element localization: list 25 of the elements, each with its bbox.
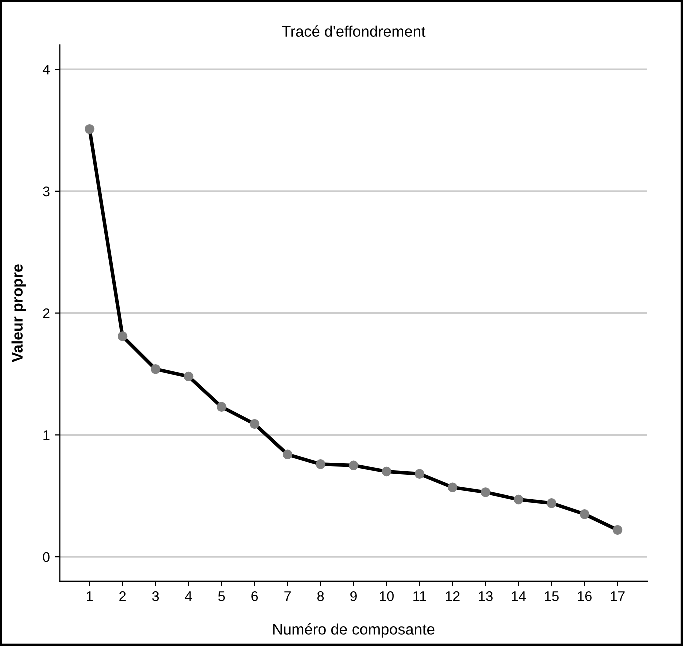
y-tick-label: 1 [44,430,50,440]
x-tick-label: 9 [350,591,357,602]
x-tick-label: 2 [120,591,126,602]
x-tick-label: 11 [414,592,426,602]
y-axis-title: Valeur propre [12,264,26,362]
x-tick-label: 3 [152,591,160,602]
x-tick-label: 5 [218,592,226,602]
y-tick-label: 0 [43,552,50,562]
x-tick-label: 13 [479,591,493,602]
chart-title: Tracé d'effondrement [282,26,426,38]
x-tick-label: 6 [252,591,258,602]
x-tick-label: 16 [578,591,592,602]
x-tick-label: 14 [512,592,526,602]
x-tick-label: 15 [545,592,559,602]
x-tick-label: 1 [87,592,93,602]
y-tick-label: 4 [42,65,50,75]
x-tick-label: 12 [446,591,460,602]
x-tick-label: 10 [380,591,394,602]
x-tick-label: 7 [284,592,291,602]
x-tick-label: 8 [318,591,324,602]
y-tick-label: 3 [43,186,50,197]
y-tick-label: 2 [43,308,50,318]
x-axis-title: Numéro de composante [274,624,435,638]
x-tick-label: 4 [185,592,192,602]
x-tick-label: 17 [611,592,625,602]
